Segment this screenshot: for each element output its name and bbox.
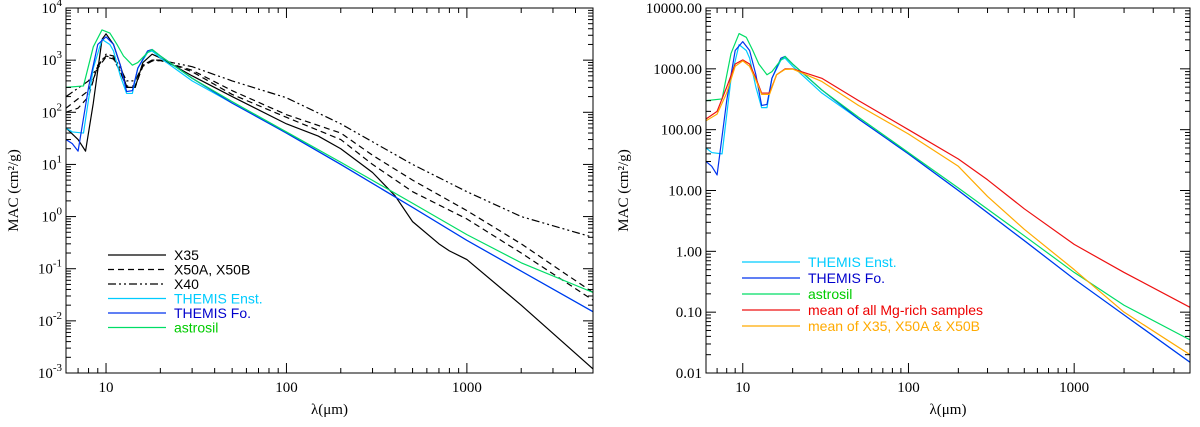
- series-line-astrosil: [706, 32, 1190, 341]
- y-tick-label: 101: [42, 153, 63, 173]
- series-line-x35: [66, 33, 593, 370]
- y-tick-exponent: -2: [53, 310, 62, 322]
- x-axis-title: λ(μm): [311, 402, 348, 418]
- y-tick-label: 103: [42, 49, 63, 69]
- y-tick-label: 0.10: [676, 305, 702, 321]
- legend-label: X50A, X50B: [174, 262, 250, 278]
- legend-label: astrosil: [174, 320, 218, 336]
- series-line-mean-of-x35-x50a-x50b: [706, 60, 1190, 356]
- legend-label: THEMIS Fo.: [808, 270, 885, 286]
- y-tick-base: 10: [42, 53, 57, 69]
- y-tick-exponent: 1: [57, 153, 63, 165]
- y-tick-base: 10: [38, 366, 53, 382]
- y-tick-base: 10: [42, 1, 57, 17]
- series-group: [66, 29, 593, 370]
- legend-label: X40: [174, 276, 199, 292]
- y-axis-title: MAC (cm²/g): [616, 149, 632, 231]
- y-tick-exponent: -3: [53, 362, 63, 374]
- y-tick-label: 100.00: [661, 123, 702, 139]
- plot-frame: [65, 7, 594, 374]
- legend-label: X35: [174, 247, 199, 263]
- y-tick-label: 0.01: [676, 366, 702, 382]
- y-tick-label: 10-3: [38, 362, 63, 382]
- y-tick-base: 10: [42, 105, 57, 121]
- y-tick-label: 10.00: [668, 184, 702, 200]
- series-line-astrosil: [66, 29, 593, 294]
- series-line-mean-of-all-mg-rich-samples: [706, 59, 1190, 308]
- series-line-x50a-x50b: [66, 56, 593, 293]
- series-line-themis-fo-: [66, 36, 593, 313]
- y-tick-label: 10-1: [38, 258, 62, 278]
- y-axis-title: MAC (cm²/g): [6, 149, 22, 231]
- y-tick-label: 100: [42, 206, 63, 226]
- right-chart: 10 100 1000 0.01 0.10 1.00 10.00 100.00 1000.00 1…: [616, 1, 1191, 418]
- y-tick-exponent: 3: [57, 49, 63, 61]
- y-tick-label: 10-2: [38, 310, 62, 330]
- y-tick-exponent: 4: [57, 0, 63, 9]
- x-tick-label: 100: [897, 380, 920, 396]
- x-tick-label: 100: [275, 380, 298, 396]
- legend-label: THEMIS Enst.: [808, 254, 897, 270]
- y-tick-base: 10: [42, 157, 57, 173]
- series-group: [706, 32, 1190, 363]
- y-tick-base: 10: [42, 210, 57, 226]
- x-tick-label: 1000: [1059, 380, 1089, 396]
- x-tick-label: 10: [735, 380, 750, 396]
- legend-label: mean of all Mg-rich samples: [808, 302, 983, 318]
- x-tick-label: 10: [99, 380, 114, 396]
- left-chart: 10 100 100010-310-210-1100101102103104λ(μm…: [6, 0, 594, 418]
- y-tick-exponent: -1: [53, 258, 62, 270]
- y-tick-base: 10: [38, 262, 53, 278]
- y-tick-label: 10000.00: [646, 1, 702, 17]
- y-tick-exponent: 2: [57, 101, 63, 113]
- x-axis-title: λ(μm): [930, 402, 967, 418]
- y-tick-label: 102: [42, 101, 63, 121]
- legend-label: mean of X35, X50A & X50B: [808, 318, 980, 334]
- legend-label: astrosil: [808, 286, 852, 302]
- y-tick-label: 1000.00: [653, 62, 702, 78]
- x-tick-label: 1000: [452, 380, 482, 396]
- series-line-x40: [66, 53, 593, 238]
- series-line-x50a-x50b: [66, 55, 593, 301]
- series-line-themis-enst-: [66, 38, 593, 313]
- y-tick-label: 1.00: [676, 244, 702, 260]
- legend-label: THEMIS Enst.: [174, 291, 263, 307]
- y-tick-exponent: 0: [57, 206, 63, 218]
- y-tick-label: 104: [42, 0, 63, 17]
- y-tick-base: 10: [38, 314, 53, 330]
- legend-label: THEMIS Fo.: [174, 305, 251, 321]
